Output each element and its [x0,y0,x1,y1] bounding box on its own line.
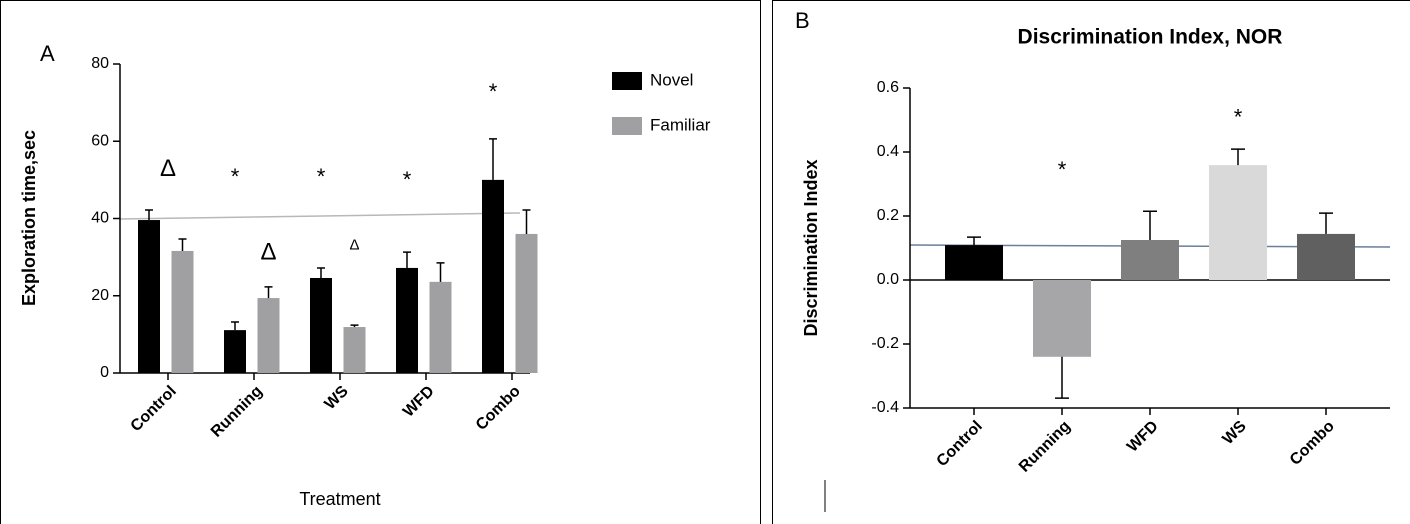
y-tick-label: -0.4 [871,399,899,416]
error-bar [522,209,531,234]
error-bar [317,267,325,278]
error-bar [350,324,359,328]
error-bar [1055,356,1069,399]
bar [343,327,366,373]
y-tick-label: 0.2 [877,207,899,224]
annotation: Δ [260,239,276,266]
x-tick-label: WFD [400,383,438,421]
legend-label: Familiar [650,115,711,134]
bar [1209,165,1267,280]
legend-swatch [612,117,642,135]
x-tick-label: Control [934,418,986,470]
error-bar [264,286,273,299]
x-tick-label: Control [128,383,180,435]
bar [482,179,504,373]
error-bar [403,251,411,268]
x-tick-label: WFD [1124,418,1162,456]
y-tick-label: 0.4 [877,143,899,160]
legend-swatch [612,72,642,90]
error-bar [967,236,981,246]
x-tick-label: Running [208,383,266,441]
x-axis-label: Treatment [299,489,380,509]
y-tick-label: 0.6 [877,79,899,96]
error-bar [231,321,239,331]
bar [257,298,280,373]
y-axis-label: Discrimination Index [801,159,821,336]
annotation: * [1058,157,1067,182]
annotation: * [317,164,326,189]
error-bar [1319,212,1333,234]
bar [1033,280,1091,357]
annotation: * [403,167,412,192]
error-bar [145,209,153,221]
error-bar [1231,148,1245,166]
y-axis-label: Exploration time,sec [19,130,39,306]
reference-line [119,212,521,220]
bar [310,277,332,373]
error-bar [178,238,187,251]
bar [138,220,160,373]
panel-border [772,0,1410,524]
panel-label: A [40,41,55,66]
chart-title: Discrimination Index, NOR [1018,26,1283,49]
legend-label: Novel [650,70,693,89]
y-tick-label: 40 [91,210,109,227]
y-tick-label: 60 [91,132,109,149]
panel-border [0,0,761,524]
annotation: * [1234,105,1243,130]
x-tick-label: WS [322,383,352,413]
y-tick-label: 80 [91,55,109,72]
error-bar [1143,210,1157,240]
y-tick-label: 0 [100,364,109,381]
x-tick-label: WS [1220,418,1250,448]
x-tick-label: Combo [473,383,524,434]
y-tick-label: -0.2 [871,335,899,352]
bar [171,250,194,373]
error-bar [489,138,497,180]
annotation: Δ [349,237,359,254]
bar [224,330,246,373]
bar [1121,240,1179,280]
x-tick-label: Running [1016,418,1074,476]
bar [1297,233,1355,280]
error-bar [436,262,445,282]
annotation: * [489,79,498,104]
bar [396,267,418,373]
x-tick-label: Combo [1287,418,1338,469]
panel-label: B [795,8,810,33]
bar [945,245,1003,280]
bar [429,281,452,373]
y-tick-label: 0.0 [877,271,899,288]
annotation: * [231,164,240,189]
bar [515,233,538,373]
annotation: Δ [160,155,176,182]
y-tick-label: 20 [91,287,109,304]
